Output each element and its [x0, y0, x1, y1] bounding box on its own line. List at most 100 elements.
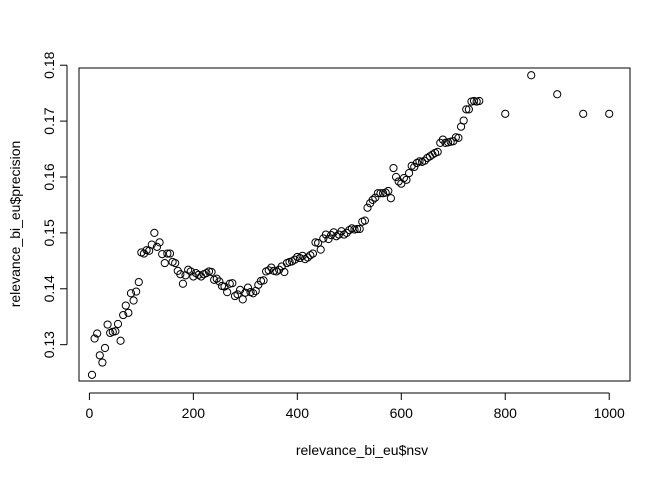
data-point	[363, 203, 372, 212]
data-point	[295, 253, 305, 263]
data-point	[90, 334, 99, 343]
data-point	[368, 195, 377, 205]
data-point	[147, 240, 156, 249]
data-point	[355, 224, 364, 234]
y-tick-label: 0.17	[41, 107, 57, 134]
x-tick-label: 600	[390, 405, 414, 421]
data-point	[353, 224, 362, 234]
data-point	[134, 277, 143, 287]
data-point	[124, 308, 133, 317]
data-point	[462, 105, 471, 114]
data-point	[381, 188, 390, 197]
data-point	[301, 255, 310, 264]
x-axis-label: relevance_bi_eu$nsv	[296, 442, 428, 458]
data-point	[433, 147, 442, 156]
data-point	[306, 251, 315, 260]
data-point	[420, 156, 429, 165]
data-point	[150, 228, 159, 237]
data-point	[113, 319, 123, 329]
data-point	[345, 225, 354, 235]
data-point	[165, 249, 175, 258]
data-point	[605, 109, 614, 118]
data-point	[340, 230, 349, 239]
data-point	[475, 96, 484, 106]
data-point	[303, 253, 312, 262]
data-point	[132, 287, 141, 296]
data-point	[459, 116, 468, 125]
data-point	[308, 249, 318, 258]
data-point	[230, 291, 240, 301]
y-tick-label: 0.15	[41, 219, 57, 246]
data-point	[111, 327, 120, 336]
data-point	[176, 270, 185, 279]
data-point	[332, 232, 341, 241]
data-point	[425, 152, 434, 161]
data-point	[212, 274, 221, 283]
data-point	[384, 186, 393, 196]
data-point	[404, 168, 414, 178]
data-point	[207, 267, 216, 277]
data-point	[160, 258, 169, 268]
data-point	[321, 230, 331, 239]
data-point	[399, 174, 408, 183]
data-point	[259, 276, 268, 285]
data-point	[155, 238, 164, 247]
data-point	[249, 289, 258, 298]
data-point	[412, 158, 421, 168]
data-point	[95, 351, 104, 360]
data-point	[454, 133, 463, 142]
data-point	[272, 267, 281, 276]
data-point	[121, 301, 130, 310]
data-point	[373, 189, 382, 198]
data-point	[163, 249, 172, 258]
data-points	[87, 71, 614, 379]
data-point	[228, 279, 237, 288]
data-point	[342, 228, 351, 237]
data-point	[290, 255, 299, 264]
data-point	[241, 288, 250, 297]
y-tick-label: 0.18	[41, 51, 57, 78]
y-tick-label: 0.14	[41, 275, 57, 302]
data-point	[236, 285, 245, 294]
data-point	[129, 296, 138, 305]
data-point	[501, 109, 510, 118]
data-point	[316, 245, 325, 254]
data-point	[202, 269, 211, 278]
data-point	[402, 175, 411, 184]
y-axis: 0.13 0.14 0.15 0.16 0.17 0.18	[41, 51, 68, 358]
data-point	[376, 189, 385, 198]
x-axis: 0 200 400 600 800 1000	[85, 392, 625, 421]
data-point	[126, 289, 136, 298]
data-point	[178, 279, 188, 288]
data-point	[428, 150, 437, 159]
y-axis-label: relevance_bi_eu$precision	[7, 141, 23, 308]
data-point	[171, 258, 180, 268]
x-tick-label: 800	[494, 405, 518, 421]
x-tick-label: 400	[286, 405, 310, 421]
data-point	[158, 250, 167, 259]
y-tick-label: 0.13	[41, 331, 57, 358]
data-point	[186, 267, 195, 276]
data-point	[93, 329, 102, 338]
data-point	[360, 216, 369, 225]
data-point	[100, 343, 110, 353]
data-point	[327, 231, 336, 240]
data-point	[389, 163, 398, 173]
data-point	[152, 242, 162, 251]
data-point	[579, 109, 588, 118]
data-point	[527, 71, 536, 80]
y-tick-label: 0.16	[41, 163, 57, 190]
data-point	[103, 320, 112, 329]
data-point	[87, 370, 97, 379]
data-point	[264, 266, 273, 275]
data-point	[371, 193, 380, 202]
data-point	[391, 172, 401, 182]
data-point	[116, 336, 125, 345]
data-point	[98, 358, 107, 367]
data-point	[464, 105, 473, 114]
data-point	[238, 295, 247, 304]
data-point	[119, 310, 128, 320]
data-point	[223, 288, 232, 297]
x-tick-label: 200	[182, 405, 206, 421]
